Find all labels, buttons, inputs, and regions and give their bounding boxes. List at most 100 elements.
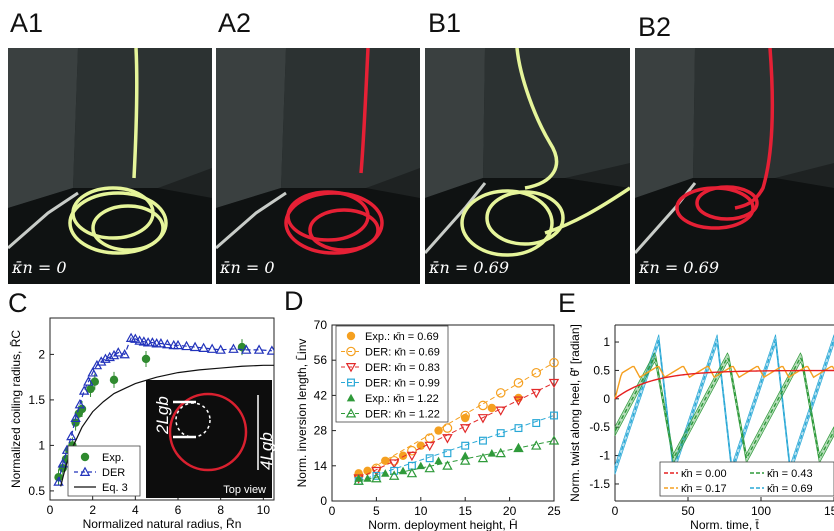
data-point — [495, 447, 506, 458]
legend-label: Exp.: κ̄n = 1.22 — [365, 393, 439, 405]
panel-label-B1: B1 — [428, 8, 462, 38]
x-tick-label: 50 — [681, 504, 695, 518]
data-point — [70, 412, 81, 423]
series-line — [614, 356, 834, 461]
legend-marker — [345, 363, 357, 373]
panel-label-A1: A1 — [10, 8, 44, 38]
data-point — [478, 400, 488, 411]
legend-label: Exp. — [102, 452, 124, 464]
y-tick-label: -0.5 — [589, 420, 610, 434]
x-tick-label: 8 — [217, 503, 224, 517]
data-point — [266, 345, 274, 355]
legend-label: Exp.: κ̄n = 0.69 — [365, 331, 439, 343]
data-point — [104, 351, 115, 362]
data-point — [172, 339, 184, 350]
y-tick-label: 1 — [38, 438, 45, 452]
data-point — [390, 466, 399, 475]
inset-coil — [168, 392, 248, 472]
y-axis-label: Norm. inversion length, L̄inv — [295, 339, 309, 488]
data-point — [424, 462, 435, 473]
data-point — [198, 342, 209, 352]
data-point — [253, 344, 265, 354]
legend-box — [335, 325, 449, 423]
data-point — [95, 356, 107, 366]
data-point — [353, 475, 364, 485]
x-tick-label: 100 — [751, 504, 771, 518]
legend-D: Exp.: κ̄n = 0.69 DER: κ̄n = 0.69 DER: κ̄n … — [335, 325, 449, 423]
photo-B2-scene — [635, 48, 834, 284]
kappa-label-A1: κ̄n = 0 — [12, 258, 67, 277]
x-tick-label: 10 — [257, 503, 271, 517]
data-point — [487, 449, 497, 457]
rod-coil — [68, 48, 168, 255]
data-point — [130, 333, 141, 343]
panel-label-D: D — [284, 286, 304, 316]
data-point — [371, 466, 382, 477]
panel-label-E: E — [558, 288, 577, 318]
data-point — [215, 344, 226, 354]
x-tick-label: 25 — [547, 504, 561, 518]
photo-B1-scene — [425, 48, 630, 284]
y-tick-label: -1.5 — [589, 477, 610, 491]
data-point — [550, 411, 558, 420]
series-line — [60, 364, 274, 487]
data-point — [424, 441, 435, 452]
data-point — [162, 338, 173, 349]
inset-text-2Lgb: 2Lgb — [153, 396, 172, 435]
series-line — [614, 365, 834, 399]
data-point — [514, 424, 523, 433]
y-tick-label: 0.5 — [28, 484, 45, 498]
legend-box — [67, 445, 141, 497]
data-point — [548, 378, 560, 389]
data-point — [363, 474, 372, 482]
data-point — [513, 378, 524, 388]
data-point — [371, 472, 382, 483]
data-point — [442, 460, 453, 470]
x-tick-label: 15 — [459, 504, 473, 518]
data-point — [381, 469, 390, 477]
x-tick-label: 4 — [132, 503, 139, 517]
y-tick-label: 2 — [38, 347, 45, 361]
y-axis-label: Normalized coiling radius, R̄C — [9, 330, 23, 488]
photo-A2-scene — [216, 48, 420, 284]
data-point — [434, 456, 443, 465]
legend-marker — [347, 378, 355, 387]
photo-A1-scene — [8, 48, 212, 284]
photo-B2: κ̄n = 0.69 — [635, 48, 834, 284]
data-point — [74, 399, 86, 409]
legend-marker — [346, 331, 356, 341]
legend-label: DER: κ̄n = 1.22 — [365, 409, 440, 421]
legend-label: DER — [102, 467, 125, 479]
y-tick-label: 0 — [603, 392, 610, 406]
x-tick-label: 5 — [373, 504, 380, 518]
data-point — [228, 343, 239, 353]
legend-label: DER: κ̄n = 0.69 — [365, 347, 440, 359]
rod-coil — [460, 48, 630, 257]
legend-marker — [345, 408, 357, 418]
x-tick-label: 0 — [47, 503, 54, 517]
x-axis-label: Norm. deployment height, H̄ — [368, 518, 517, 531]
rod-coil — [675, 48, 775, 230]
data-point — [548, 435, 560, 445]
fit-line — [358, 362, 555, 477]
photo-A2: κ̄n = 0 — [216, 48, 420, 284]
data-point — [495, 388, 506, 398]
data-point — [477, 414, 489, 424]
x-tick-label: 150 — [824, 504, 834, 518]
data-point — [549, 357, 559, 368]
data-point — [434, 426, 443, 435]
data-point — [109, 375, 119, 385]
x-tick-label: 2 — [89, 503, 96, 517]
kappa-label-A2: κ̄n = 0 — [220, 258, 275, 277]
legend-label: κ̄n = 0.69 — [767, 483, 813, 495]
legend-marker — [79, 466, 91, 476]
data-point — [531, 388, 542, 399]
data-point — [388, 470, 400, 480]
data-point — [532, 419, 541, 428]
x-tick-label: 10 — [414, 504, 428, 518]
photo-B1: κ̄n = 0.69 — [425, 48, 630, 284]
panel-label-A2: A2 — [218, 8, 252, 38]
legend-marker — [346, 346, 356, 357]
data-point — [459, 455, 471, 465]
